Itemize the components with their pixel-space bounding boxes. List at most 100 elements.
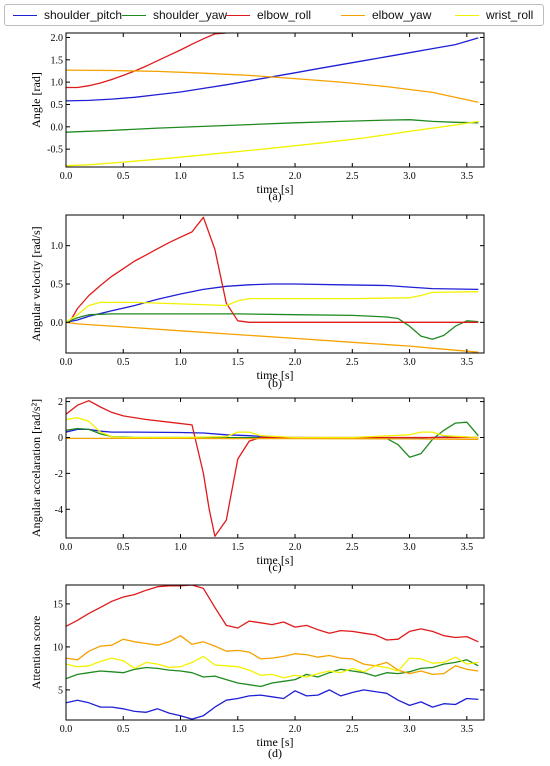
x-axis-label: time [s] [257, 735, 294, 749]
y-tick-label: 0.0 [51, 122, 64, 133]
y-axis-label: Angle [rad] [29, 72, 43, 128]
y-tick-label: 1.0 [51, 241, 64, 252]
x-tick-label: 1.5 [232, 171, 245, 182]
plot-area [66, 33, 479, 167]
x-tick-label: 2.5 [346, 542, 359, 553]
x-tick-label: 1.5 [232, 542, 245, 553]
y-tick-label: 0.0 [51, 318, 64, 329]
series-line-wrist-roll [66, 655, 479, 679]
x-tick-label: 1.0 [174, 171, 187, 182]
legend-swatch [122, 14, 146, 16]
x-axis-label: time [s] [257, 182, 294, 196]
legend-label: elbow_roll [257, 8, 312, 22]
series-line-elbow-yaw [66, 69, 479, 103]
x-tick-label: 1.5 [232, 724, 245, 735]
figure-caption: (d) [268, 746, 282, 760]
plot-area [66, 400, 479, 537]
x-tick-label: 2.5 [346, 357, 359, 368]
y-tick-label: -4 [55, 505, 63, 516]
series-line-elbow-roll [66, 585, 479, 643]
legend-swatch [226, 14, 250, 16]
x-tick-label: 0.0 [60, 171, 73, 182]
y-axis-label: Angular accelaration [rad/s²] [29, 399, 43, 537]
x-tick-label: 3.5 [461, 724, 474, 735]
figure-caption: (b) [268, 376, 282, 390]
legend-swatch [341, 14, 365, 16]
legend-swatch [455, 14, 479, 16]
y-tick-label: 5 [58, 685, 63, 696]
chart-legend: shoulder_pitch shoulder_yaw elbow_roll elbo… [4, 4, 544, 26]
x-tick-label: 0.5 [117, 542, 130, 553]
y-tick-label: 15 [53, 599, 63, 610]
x-tick-label: 0.0 [60, 724, 73, 735]
y-tick-label: 1.0 [51, 78, 64, 89]
legend-item-shoulder-yaw: shoulder_yaw [122, 7, 227, 23]
series-line-elbow-yaw [66, 437, 479, 440]
x-axis-label: time [s] [257, 368, 294, 382]
chart-3: 0.0 0.5 1.0 1.5 2.0 2.5 3.0 3.5 -4 -2 0 2 time [s] An… [29, 397, 485, 574]
y-tick-label: 2.0 [51, 33, 64, 44]
x-tick-label: 2.0 [289, 357, 302, 368]
x-tick-label: 2.0 [289, 542, 302, 553]
x-axis-label: time [s] [257, 553, 294, 567]
x-tick-label: 3.5 [461, 171, 474, 182]
legend-swatch [13, 14, 37, 16]
chart-1: 0.0 0.5 1.0 1.5 2.0 2.5 3.0 3.5 -0.5 0.0 0.5 1.0 1.5… [29, 32, 485, 203]
x-tick-label: 1.0 [174, 542, 187, 553]
x-tick-label: 3.0 [403, 542, 416, 553]
y-tick-label: -0.5 [47, 145, 63, 156]
x-tick-label: 3.0 [403, 357, 416, 368]
x-tick-label: 2.5 [346, 724, 359, 735]
series-line-shoulder-yaw [66, 119, 479, 133]
x-tick-label: 1.5 [232, 357, 245, 368]
x-tick-label: 2.5 [346, 171, 359, 182]
x-tick-label: 2.0 [289, 724, 302, 735]
series-line-wrist-roll [66, 417, 479, 439]
plot-area [66, 585, 479, 720]
series-line-elbow-roll [66, 216, 479, 323]
series-line-shoulder-pitch [66, 689, 479, 720]
legend-label: shoulder_pitch [44, 8, 123, 22]
x-tick-label: 0.5 [117, 357, 130, 368]
y-tick-label: 10 [53, 642, 63, 653]
series-line-shoulder-yaw [66, 313, 479, 340]
series-line-shoulder-pitch [66, 37, 479, 102]
plot-area [66, 216, 479, 353]
legend-item-elbow-yaw: elbow_yaw [341, 7, 431, 23]
x-tick-label: 2.0 [289, 171, 302, 182]
series-line-shoulder-yaw [66, 659, 479, 688]
series-line-shoulder-yaw [66, 421, 479, 458]
y-axis-label: Attention score [29, 616, 43, 690]
y-tick-label: 0.5 [51, 100, 64, 111]
legend-item-elbow-roll: elbow_roll [226, 7, 311, 23]
y-tick-label: 2 [58, 397, 63, 408]
series-line-elbow-yaw [66, 321, 479, 353]
chart-2: 0.0 0.5 1.0 1.5 2.0 2.5 3.0 3.5 0.0 0.5 1.0 time [s… [29, 214, 485, 390]
series-line-shoulder-pitch [66, 283, 479, 323]
y-axis-label: Angular velocity [rad/s] [29, 226, 43, 341]
legend-label: shoulder_yaw [153, 8, 228, 22]
plot-frame [65, 584, 485, 721]
series-line-wrist-roll [66, 291, 479, 323]
y-tick-label: 1.5 [51, 55, 64, 66]
series-line-elbow-roll [66, 33, 227, 89]
legend-item-wrist-roll: wrist_roll [455, 7, 533, 23]
x-tick-label: 3.5 [461, 542, 474, 553]
x-tick-label: 3.0 [403, 724, 416, 735]
x-tick-label: 3.5 [461, 357, 474, 368]
series-line-wrist-roll [66, 120, 479, 167]
x-tick-label: 1.0 [174, 724, 187, 735]
x-tick-label: 1.0 [174, 357, 187, 368]
legend-label: wrist_roll [486, 8, 534, 22]
series-line-elbow-roll [66, 400, 479, 537]
legend-item-shoulder-pitch: shoulder_pitch [13, 7, 122, 23]
x-tick-label: 0.5 [117, 724, 130, 735]
figure-caption: (a) [268, 189, 281, 203]
plot-frame [65, 32, 485, 168]
plot-frame [65, 397, 485, 539]
y-tick-label: 0 [58, 433, 63, 444]
x-tick-label: 0.5 [117, 171, 130, 182]
legend-label: elbow_yaw [372, 8, 432, 22]
x-tick-label: 0.0 [60, 542, 73, 553]
series-line-elbow-yaw [66, 635, 479, 676]
